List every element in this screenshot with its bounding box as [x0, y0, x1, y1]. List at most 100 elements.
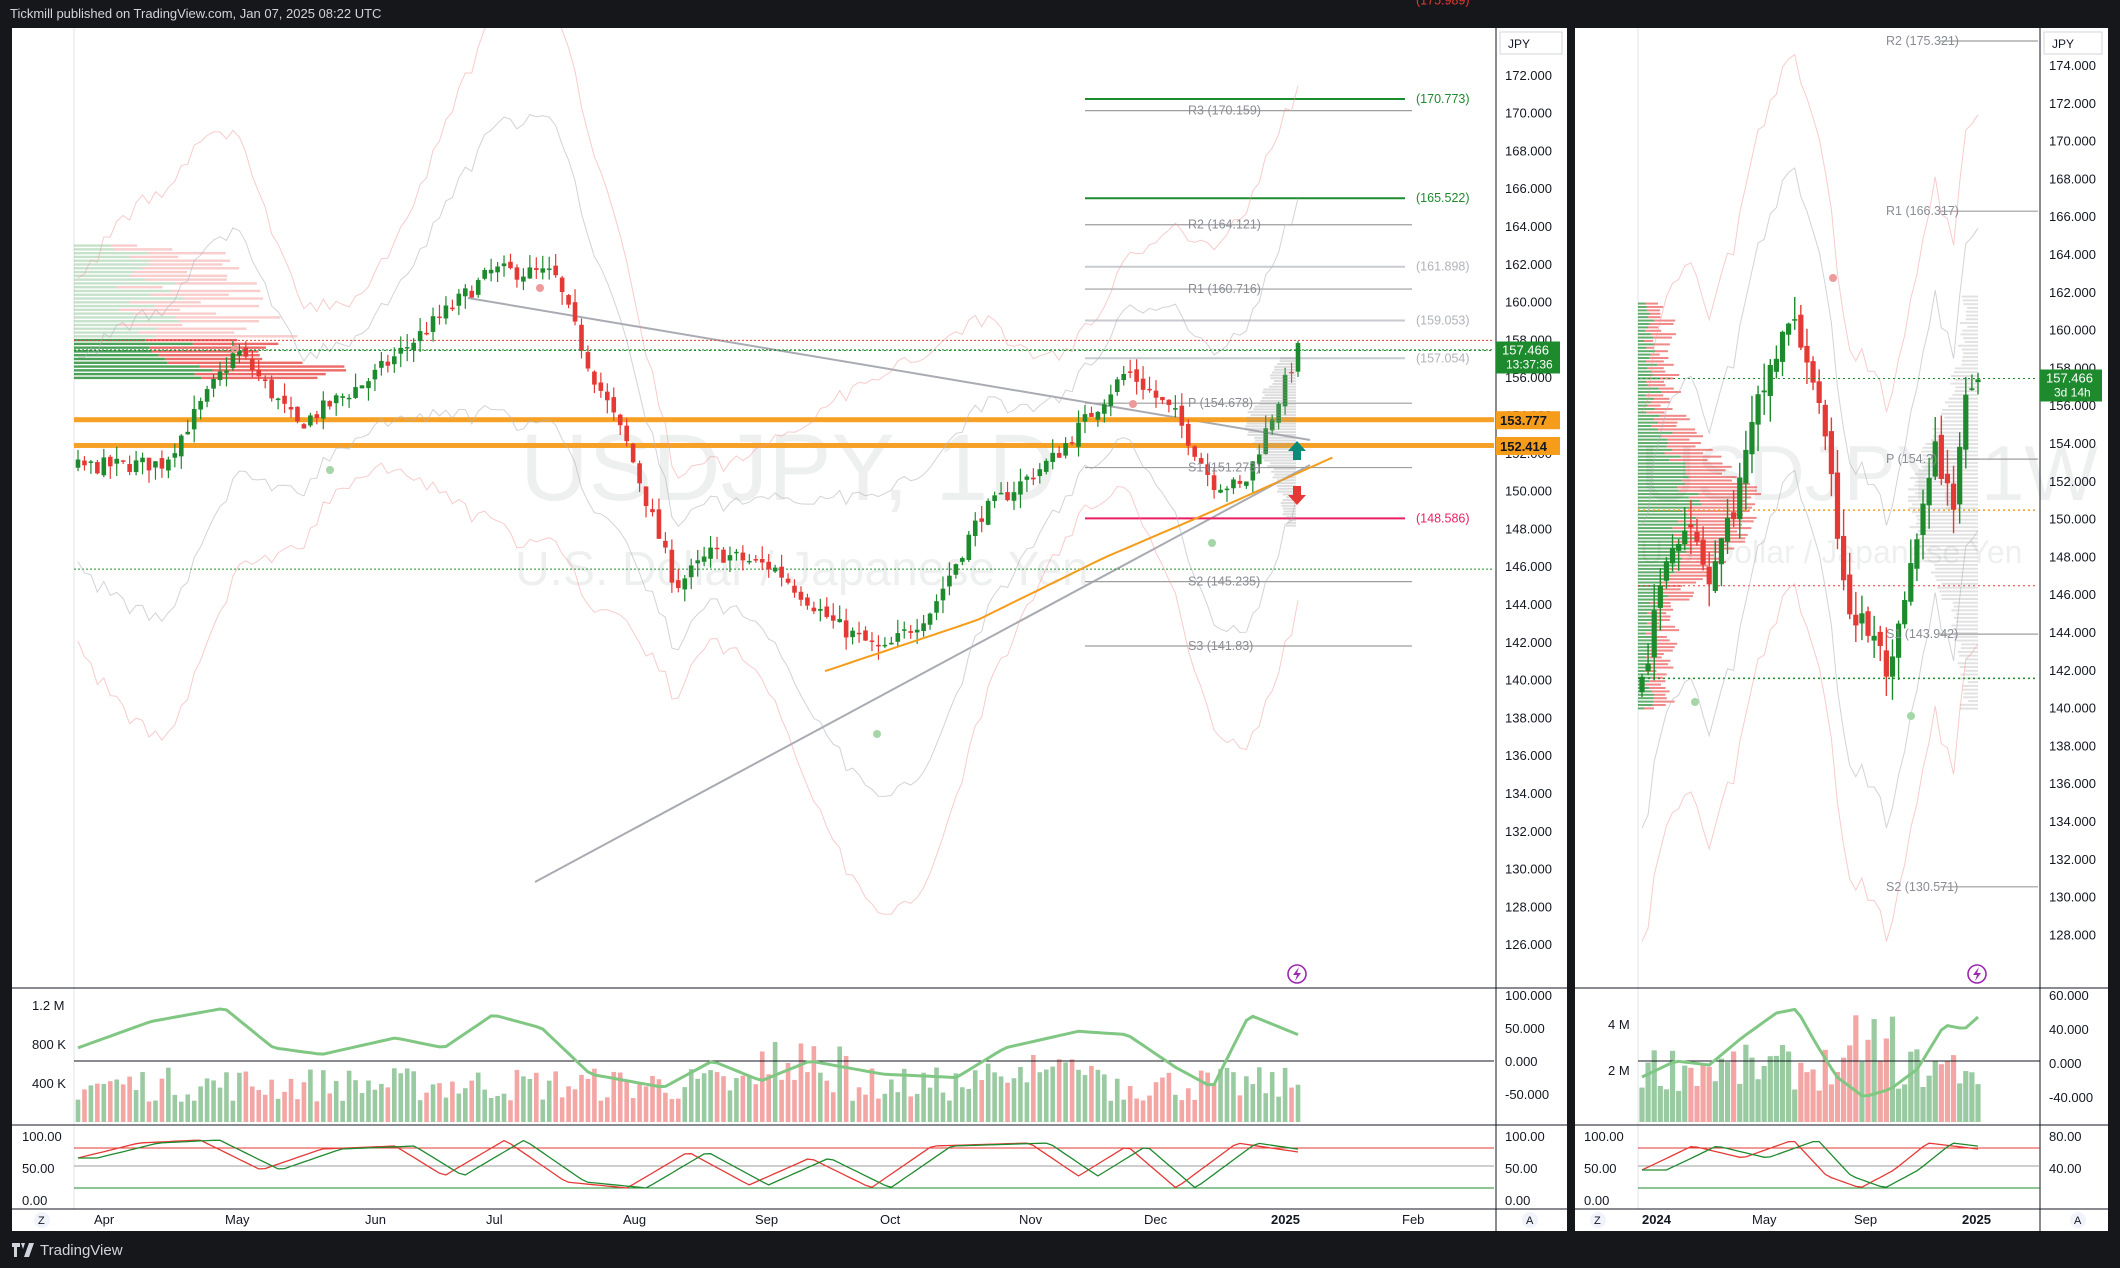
weekly-profile-bar-down [1668, 578, 1703, 581]
weekly-volume-bar [1822, 1049, 1828, 1122]
candle-up [1011, 492, 1017, 501]
weekly-main-pane[interactable] [1638, 40, 2040, 942]
volume-bar [605, 1097, 610, 1122]
candle-down [1147, 388, 1152, 391]
weekly-candle-up [1786, 323, 1792, 335]
weekly-momentum-line [1641, 1007, 1980, 1098]
session-profile-bar [1259, 402, 1296, 405]
daily-currency-box[interactable] [1499, 31, 1563, 55]
candle-down [605, 391, 610, 401]
volume-profile-bar-down [116, 285, 163, 289]
chart-canvas[interactable]: USDJPY, 1DU.S. Dollar / Japanese Yen174.… [0, 0, 2120, 1234]
volume-bar [359, 1093, 365, 1122]
weekly-session-bar [1961, 363, 1978, 366]
candle-up [495, 266, 500, 273]
volume-bar [579, 1074, 584, 1122]
signal-dot [1208, 539, 1216, 547]
volume-profile-bar-up [74, 244, 111, 247]
candle-down [1166, 399, 1172, 405]
volume-bar [1269, 1072, 1275, 1122]
weekly-profile-bar-down [1651, 676, 1663, 679]
candle-up [727, 555, 733, 561]
weekly-candle-up [1902, 600, 1908, 625]
weekly-currency-label: JPY [2052, 37, 2074, 51]
key-level-label: (170.773) [1416, 92, 1470, 106]
weekly-profile-bar-down [1652, 374, 1680, 377]
session-profile-bar [1282, 499, 1296, 502]
volume-profile-bar-up [74, 323, 120, 327]
bar-countdown: 13:37:36 [1506, 357, 1553, 371]
volume-bar [224, 1072, 229, 1122]
volume-bar [463, 1088, 468, 1122]
weekly-profile-bar-up [1638, 452, 1665, 455]
weekly-profile-bar-down [1698, 493, 1762, 496]
weekly-profile-bar-down [1649, 322, 1674, 325]
volume-bar [998, 1076, 1004, 1122]
lightning-icon[interactable] [1287, 964, 1307, 984]
candle-up [695, 560, 700, 564]
weekly-z-button[interactable] [1590, 1212, 1606, 1228]
volume-profile-bar-down [199, 365, 345, 368]
volume-bar [1114, 1078, 1120, 1122]
weekly-session-bar [1937, 586, 1978, 589]
weekly-volume-bar [1682, 1065, 1688, 1122]
pivot-label: R2 (164.121) [1188, 218, 1261, 232]
weekly-price-tick: 130.000 [2049, 890, 2096, 905]
weekly-candle-up [1669, 548, 1676, 564]
weekly-profile-bar-down [1651, 666, 1674, 669]
candle-up [682, 578, 688, 590]
weekly-candle-up [1773, 358, 1779, 372]
weekly-profile-bar-down [1657, 605, 1671, 608]
weekly-session-bar [1966, 314, 1978, 317]
daily-z-label: Z [38, 1215, 45, 1227]
weekly-lightning-icon[interactable] [1967, 964, 1987, 984]
tradingview-logo-icon [12, 1243, 34, 1257]
weekly-session-bar [1964, 340, 1978, 343]
volume-bar [727, 1090, 733, 1122]
session-profile-bar [1263, 459, 1296, 462]
weekly-profile-bar-down [1645, 329, 1662, 332]
weekly-profile-bar-up [1638, 408, 1655, 411]
weekly-price-tick: 166.000 [2049, 209, 2096, 224]
daily-z-button[interactable] [34, 1212, 50, 1228]
daily-main-pane[interactable] [74, 0, 1496, 915]
weekly-profile-bar-up [1638, 459, 1670, 462]
volume-bar [314, 1101, 320, 1122]
candle-down [766, 561, 771, 570]
weekly-candle-down [1804, 345, 1810, 363]
weekly-currency-box[interactable] [2043, 31, 2103, 55]
weekly-price-tick: 132.000 [2049, 852, 2096, 867]
weekly-session-bar [1926, 548, 1978, 551]
weekly-price-tick: 148.000 [2049, 549, 2096, 564]
volume-bar [1295, 1084, 1301, 1122]
candle-up [172, 453, 178, 458]
session-profile-bar [1254, 436, 1296, 439]
volume-bar [275, 1098, 281, 1122]
daily-auto-button[interactable] [1522, 1212, 1538, 1228]
daily-price-tick: 142.000 [1505, 635, 1552, 650]
weekly-profile-bar-down [1652, 703, 1666, 706]
daily-price-tick: 148.000 [1505, 521, 1552, 536]
weekly-session-bar [1957, 662, 1978, 665]
volume-profile-bar-down [113, 248, 173, 251]
weekly-profile-bar-up [1638, 438, 1668, 441]
candle-up [166, 459, 171, 471]
weekly-profile-bar-up [1638, 516, 1697, 519]
weekly-auto-button[interactable] [2070, 1212, 2086, 1228]
weekly-candle-up [1749, 421, 1755, 455]
weekly-profile-bar-up [1638, 496, 1689, 499]
weekly-profile-bar-up [1638, 316, 1648, 319]
stoch-tick-left: 100.00 [22, 1129, 62, 1144]
publish-header: Tickmill published on TradingView.com, J… [10, 6, 382, 21]
weekly-session-bar [1961, 643, 1978, 646]
volume-profile-bar-down [179, 320, 259, 323]
weekly-profile-bar-up [1638, 503, 1702, 506]
volume-profile-bar-down [129, 274, 228, 278]
weekly-candle-up [1963, 394, 1969, 450]
weekly-price-tick: 174.000 [2049, 58, 2096, 73]
weekly-session-bar [1961, 348, 1978, 351]
volume-bar [488, 1098, 494, 1122]
candle-down [256, 370, 262, 377]
weekly-profile-bar-up [1638, 387, 1659, 390]
weekly-profile-bar-up [1638, 435, 1662, 438]
